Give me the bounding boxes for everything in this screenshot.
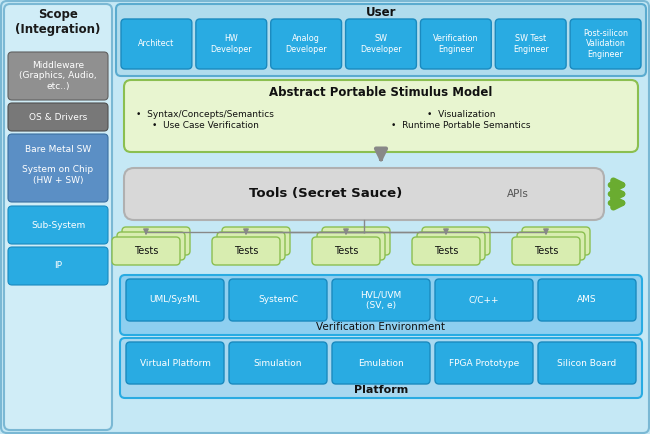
Text: Abstract Portable Stimulus Model: Abstract Portable Stimulus Model xyxy=(269,86,493,99)
FancyBboxPatch shape xyxy=(495,19,566,69)
FancyBboxPatch shape xyxy=(229,279,327,321)
FancyBboxPatch shape xyxy=(217,232,285,260)
Text: HVL/UVM
(SV, e): HVL/UVM (SV, e) xyxy=(360,290,402,310)
FancyBboxPatch shape xyxy=(317,232,385,260)
Text: IP: IP xyxy=(54,262,62,270)
FancyBboxPatch shape xyxy=(122,227,190,255)
Text: OS & Drivers: OS & Drivers xyxy=(29,112,87,122)
Text: FPGA Prototype: FPGA Prototype xyxy=(449,358,519,368)
FancyBboxPatch shape xyxy=(8,134,108,202)
FancyBboxPatch shape xyxy=(332,342,430,384)
FancyBboxPatch shape xyxy=(412,237,480,265)
FancyBboxPatch shape xyxy=(538,342,636,384)
Text: Architect: Architect xyxy=(138,39,175,49)
FancyBboxPatch shape xyxy=(8,52,108,100)
FancyBboxPatch shape xyxy=(112,237,180,265)
Text: Tests: Tests xyxy=(234,246,258,256)
Text: Simulation: Simulation xyxy=(254,358,302,368)
Text: Sub-System: Sub-System xyxy=(31,220,85,230)
Text: User: User xyxy=(366,7,396,20)
FancyBboxPatch shape xyxy=(517,232,585,260)
FancyBboxPatch shape xyxy=(126,342,224,384)
Text: Tests: Tests xyxy=(134,246,158,256)
Text: UML/SysML: UML/SysML xyxy=(150,296,200,305)
Text: Tests: Tests xyxy=(434,246,458,256)
FancyBboxPatch shape xyxy=(538,279,636,321)
Text: Middleware
(Graphics, Audio,
etc..): Middleware (Graphics, Audio, etc..) xyxy=(20,61,97,91)
FancyBboxPatch shape xyxy=(322,227,390,255)
FancyBboxPatch shape xyxy=(196,19,266,69)
FancyBboxPatch shape xyxy=(435,279,533,321)
Text: Post-silicon
Validation
Engineer: Post-silicon Validation Engineer xyxy=(583,29,628,59)
FancyBboxPatch shape xyxy=(229,342,327,384)
Text: APIs: APIs xyxy=(506,189,528,199)
Text: Scope
(Integration): Scope (Integration) xyxy=(16,8,101,36)
Text: •  Visualization
•  Runtime Portable Semantics: • Visualization • Runtime Portable Seman… xyxy=(391,110,531,130)
Text: Tests: Tests xyxy=(534,246,558,256)
Text: Tests: Tests xyxy=(334,246,358,256)
FancyBboxPatch shape xyxy=(570,19,641,69)
Text: Silicon Board: Silicon Board xyxy=(558,358,617,368)
Text: Bare Metal SW: Bare Metal SW xyxy=(25,145,91,155)
FancyBboxPatch shape xyxy=(124,80,638,152)
Text: C/C++: C/C++ xyxy=(469,296,499,305)
Text: SW Test
Engineer: SW Test Engineer xyxy=(513,34,549,54)
Text: Tools (Secret Sauce): Tools (Secret Sauce) xyxy=(249,187,402,201)
FancyBboxPatch shape xyxy=(120,338,642,398)
FancyBboxPatch shape xyxy=(116,4,646,76)
FancyBboxPatch shape xyxy=(8,103,108,131)
Text: AMS: AMS xyxy=(577,296,597,305)
FancyBboxPatch shape xyxy=(126,279,224,321)
FancyBboxPatch shape xyxy=(312,237,380,265)
Text: Platform: Platform xyxy=(354,385,408,395)
FancyBboxPatch shape xyxy=(120,275,642,335)
FancyBboxPatch shape xyxy=(435,342,533,384)
FancyBboxPatch shape xyxy=(8,247,108,285)
Text: Verification Environment: Verification Environment xyxy=(317,322,445,332)
Text: Virtual Platform: Virtual Platform xyxy=(140,358,211,368)
FancyBboxPatch shape xyxy=(270,19,341,69)
FancyBboxPatch shape xyxy=(522,227,590,255)
Text: Emulation: Emulation xyxy=(358,358,404,368)
Text: HW
Developer: HW Developer xyxy=(211,34,252,54)
FancyBboxPatch shape xyxy=(4,4,112,430)
FancyBboxPatch shape xyxy=(417,232,485,260)
Text: SW
Developer: SW Developer xyxy=(360,34,402,54)
Text: Analog
Developer: Analog Developer xyxy=(285,34,327,54)
FancyBboxPatch shape xyxy=(222,227,290,255)
Text: Verification
Engineer: Verification Engineer xyxy=(433,34,478,54)
FancyBboxPatch shape xyxy=(117,232,185,260)
FancyBboxPatch shape xyxy=(422,227,490,255)
Text: System on Chip
(HW + SW): System on Chip (HW + SW) xyxy=(23,165,94,185)
FancyBboxPatch shape xyxy=(332,279,430,321)
FancyBboxPatch shape xyxy=(124,168,604,220)
FancyBboxPatch shape xyxy=(512,237,580,265)
Text: SystemC: SystemC xyxy=(258,296,298,305)
FancyBboxPatch shape xyxy=(346,19,417,69)
Text: •  Syntax/Concepts/Semantics
•  Use Case Verification: • Syntax/Concepts/Semantics • Use Case V… xyxy=(136,110,274,130)
FancyBboxPatch shape xyxy=(212,237,280,265)
FancyBboxPatch shape xyxy=(8,206,108,244)
FancyBboxPatch shape xyxy=(421,19,491,69)
FancyBboxPatch shape xyxy=(121,19,192,69)
